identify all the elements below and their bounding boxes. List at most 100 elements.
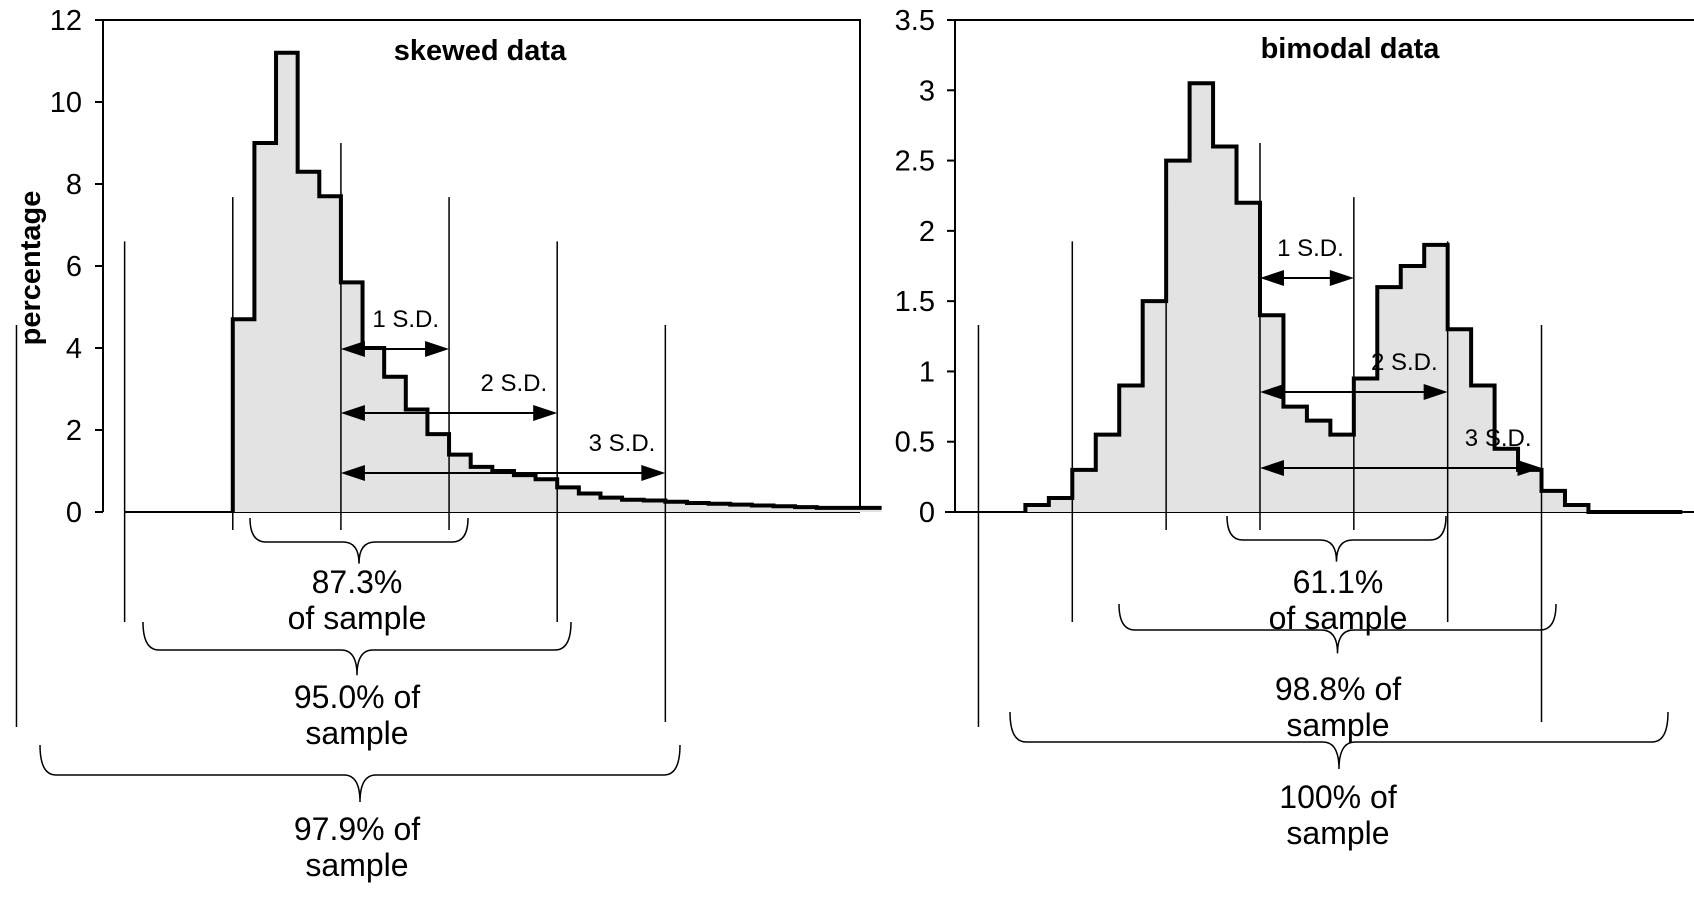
percentage-annotation: 98.8% of (1275, 671, 1401, 707)
histogram-bin (1143, 301, 1166, 512)
histogram-bin (644, 501, 666, 512)
arrow-head-right (1517, 460, 1542, 476)
histogram-bin (1096, 435, 1119, 512)
histogram-bin (1424, 245, 1447, 512)
histogram-bin (1283, 407, 1306, 512)
y-tick-label: 1 (919, 356, 935, 388)
distribution-area (1025, 83, 1683, 512)
histogram-bin (1354, 378, 1377, 512)
histogram-bin (1237, 203, 1260, 512)
histogram-bin (579, 494, 601, 512)
percentage-annotation: 100% of (1279, 779, 1397, 815)
sd-label: 1 S.D. (372, 306, 439, 333)
arrow-head-left (340, 405, 365, 421)
percentage-annotation: sample (1286, 815, 1389, 851)
histogram-bin (730, 505, 752, 512)
arrow-head-left (1259, 460, 1284, 476)
histogram-bin (406, 410, 428, 513)
histogram-bin (622, 500, 644, 512)
histogram-bin (795, 507, 817, 512)
percentage-brace (1009, 711, 1669, 770)
histogram-bin (1401, 266, 1424, 512)
distribution-area (232, 52, 882, 513)
y-tick-label: 8 (66, 169, 82, 201)
percentage-brace (39, 744, 681, 803)
histogram-bin (254, 143, 276, 512)
percentage-annotation: 61.1% (1293, 564, 1384, 600)
percentage-brace (1118, 603, 1557, 654)
y-tick-label: 0.5 (895, 427, 935, 459)
percentage-annotation: 87.3% (312, 564, 403, 600)
histogram-bin (687, 503, 709, 512)
percentage-annotation: 95.0% of (294, 679, 420, 715)
y-tick-label: 2 (66, 415, 82, 447)
y-tick-label: 2 (919, 216, 935, 248)
y-tick-label: 12 (50, 5, 82, 37)
arrow-head-right (1423, 384, 1448, 400)
arrow-head-left (340, 341, 365, 357)
histogram-bin (1025, 505, 1048, 512)
histogram-bin (817, 508, 839, 512)
histogram-bin (319, 196, 341, 512)
percentage-brace (1226, 515, 1447, 562)
y-tick-label: 10 (50, 87, 82, 119)
arrow-head-right (1329, 270, 1354, 286)
bimodal-data-panel: 0 0.5 1 1.5 2 2.5 3 3.5 bimodal data 1 S.D. 2 S.D.… (895, 5, 1694, 851)
histogram-bin (233, 319, 255, 512)
histogram-bin (1119, 385, 1142, 512)
y-tick-label: 3 (919, 75, 935, 107)
arrow-head-right (425, 341, 450, 357)
histogram-bin (1542, 491, 1565, 512)
histogram-bin (1049, 498, 1072, 512)
percentage-brace (249, 517, 469, 564)
histogram-bin (536, 479, 558, 512)
arrow-head-left (340, 465, 365, 481)
histogram-bin (838, 508, 860, 512)
y-axis-label: percentage (15, 191, 47, 346)
percentage-annotation: 97.9% of (294, 811, 420, 847)
arrow-head-left (1259, 384, 1284, 400)
histogram-bin (492, 471, 514, 512)
histogram-bin (1495, 449, 1518, 512)
histogram-bin (363, 348, 385, 512)
percentage-brace (142, 621, 572, 676)
arrow-head-right (533, 405, 558, 421)
skewed-data-panel: 0 2 4 6 8 10 12 percentage skewed data 1 S.D. 2 S.… (15, 5, 882, 883)
y-tick-label: 1.5 (895, 286, 935, 318)
chart-title: skewed data (394, 35, 567, 67)
percentage-annotation: sample (1286, 707, 1389, 743)
sd-label: 2 S.D. (1371, 349, 1438, 376)
histogram-bin (1213, 147, 1236, 512)
histogram-bin (1565, 505, 1588, 512)
arrow-head-left (1259, 270, 1284, 286)
histogram-bin (449, 455, 471, 512)
histogram-bin (1260, 315, 1283, 512)
histogram-bin (298, 172, 320, 512)
y-tick-label: 2.5 (895, 146, 935, 178)
y-tick-label: 0 (66, 497, 82, 529)
histogram-bin (1190, 83, 1213, 512)
percentage-annotation: sample (305, 847, 408, 883)
y-tick-label: 3.5 (895, 5, 935, 37)
sd-label: 1 S.D. (1277, 235, 1344, 262)
histogram-bin (1377, 287, 1400, 512)
histogram-bin (384, 377, 406, 512)
sd-label: 2 S.D. (480, 370, 547, 397)
histogram-bin (752, 505, 774, 512)
arrow-head-right (641, 465, 666, 481)
histogram-bin (773, 506, 795, 512)
y-tick-label: 0 (919, 497, 935, 529)
histogram-bin (1330, 435, 1353, 512)
histogram-bin (665, 502, 687, 512)
y-tick-label: 6 (66, 251, 82, 283)
chart-title: bimodal data (1261, 33, 1441, 65)
y-tick-label: 4 (66, 333, 82, 365)
histogram-bin (557, 487, 579, 512)
sd-label: 3 S.D. (589, 430, 656, 457)
histogram-bin (1072, 470, 1095, 512)
percentage-annotation: sample (305, 715, 408, 751)
histogram-bin (514, 475, 536, 512)
histogram-bin (1166, 161, 1189, 512)
histogram-bin (1448, 329, 1471, 512)
